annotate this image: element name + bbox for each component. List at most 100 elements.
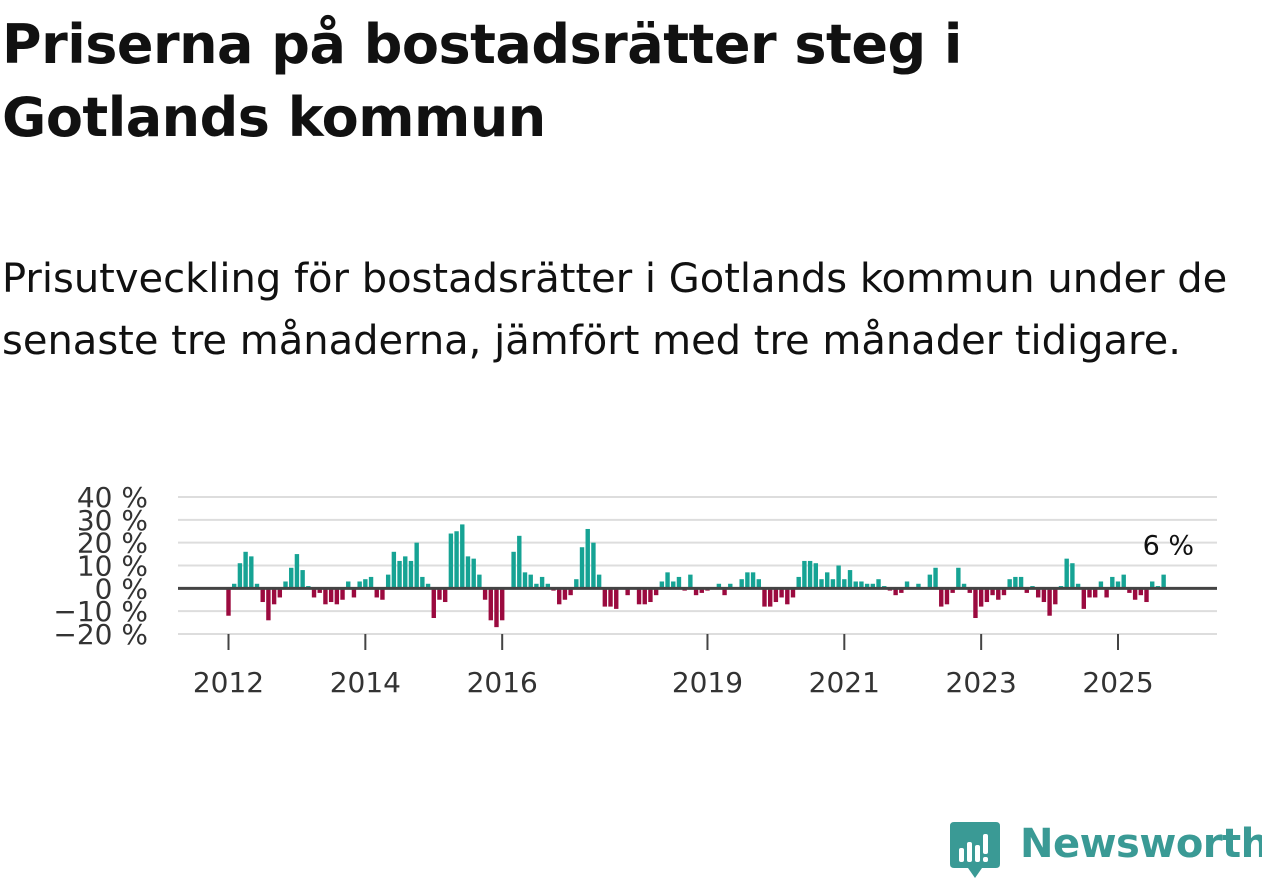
bar xyxy=(722,588,727,596)
bar xyxy=(1115,581,1121,589)
bar xyxy=(1075,583,1081,589)
bar xyxy=(1081,588,1086,609)
bar xyxy=(408,560,414,589)
bar xyxy=(893,588,898,596)
bar xyxy=(1013,576,1018,589)
y-tick-label: 20 % xyxy=(77,527,148,560)
bar xyxy=(756,579,761,589)
bar xyxy=(1093,588,1098,598)
bar xyxy=(545,583,551,589)
bar xyxy=(237,563,243,589)
bar xyxy=(825,572,830,589)
bar xyxy=(511,551,516,589)
bar xyxy=(659,581,665,589)
bar xyxy=(693,588,699,596)
bar xyxy=(289,567,294,589)
bar xyxy=(454,531,459,589)
bar xyxy=(431,588,436,619)
bar xyxy=(796,576,801,589)
grid-lines xyxy=(178,496,1217,635)
x-tick-label: 2012 xyxy=(193,666,264,699)
bar xyxy=(579,547,585,589)
bar xyxy=(1018,576,1024,589)
bar xyxy=(374,588,379,598)
bar xyxy=(249,556,254,589)
bar xyxy=(636,588,642,605)
bar xyxy=(1127,588,1132,593)
bar xyxy=(1007,579,1012,589)
bar xyxy=(368,576,374,589)
bar xyxy=(425,583,431,589)
bar xyxy=(842,579,847,589)
bar xyxy=(699,588,704,593)
bar xyxy=(226,588,231,616)
bar xyxy=(437,588,442,600)
bar xyxy=(1104,588,1109,598)
bar xyxy=(528,574,533,589)
bar xyxy=(996,588,1001,600)
bar xyxy=(1110,576,1115,589)
bar xyxy=(648,588,653,603)
bar xyxy=(847,570,853,589)
bar xyxy=(363,579,368,589)
bar xyxy=(403,556,408,589)
bar xyxy=(927,574,933,589)
y-tick-label: 30 % xyxy=(77,504,148,537)
bar xyxy=(671,581,676,589)
bar xyxy=(944,588,950,605)
bar xyxy=(557,588,562,605)
bar xyxy=(1053,588,1058,605)
bar xyxy=(357,581,362,589)
bar xyxy=(277,588,283,598)
y-tick-label: 40 % xyxy=(77,481,148,514)
bar xyxy=(688,574,693,589)
bar xyxy=(500,588,505,621)
bar xyxy=(984,588,990,603)
newsworthy-brand: Newsworthy xyxy=(950,818,1262,880)
bar xyxy=(956,567,961,589)
bar xyxy=(1035,588,1041,598)
bar xyxy=(973,588,978,619)
bar xyxy=(728,583,733,589)
bar xyxy=(802,560,807,589)
bar xyxy=(482,588,488,600)
bar xyxy=(346,581,351,589)
bar xyxy=(1041,588,1047,603)
bar xyxy=(585,528,590,589)
bar xyxy=(608,588,613,607)
bar xyxy=(471,558,476,589)
bar xyxy=(830,579,836,589)
bar xyxy=(614,588,619,609)
x-tick-label: 2025 xyxy=(1082,666,1153,699)
x-tick-label: 2021 xyxy=(809,666,880,699)
bar xyxy=(351,588,357,598)
bar xyxy=(739,579,744,589)
bar xyxy=(762,588,767,607)
y-tick-label: −20 % xyxy=(53,618,148,651)
bar xyxy=(1098,581,1104,589)
bar xyxy=(990,588,995,596)
bar xyxy=(939,588,944,607)
bar xyxy=(243,551,248,589)
x-tick-label: 2016 xyxy=(467,666,538,699)
bar xyxy=(1121,574,1126,589)
bar xyxy=(967,588,972,593)
bar xyxy=(1070,563,1075,589)
bar xyxy=(488,588,493,621)
bar xyxy=(340,588,345,600)
bar xyxy=(1138,588,1144,596)
bar xyxy=(522,572,528,589)
bar xyxy=(568,588,573,596)
bar xyxy=(870,583,876,589)
x-tick-label: 2014 xyxy=(330,666,401,699)
y-tick-label: 0 % xyxy=(95,572,148,605)
bar xyxy=(574,579,579,589)
y-tick-label: −10 % xyxy=(53,595,148,628)
bar xyxy=(385,574,391,589)
bar xyxy=(807,560,813,589)
bar xyxy=(254,583,260,589)
bar xyxy=(328,588,334,603)
bar xyxy=(517,535,522,589)
x-axis: 2012 2014 2016 2019 2021 2023 2025 xyxy=(193,634,1154,699)
bar xyxy=(232,583,237,589)
